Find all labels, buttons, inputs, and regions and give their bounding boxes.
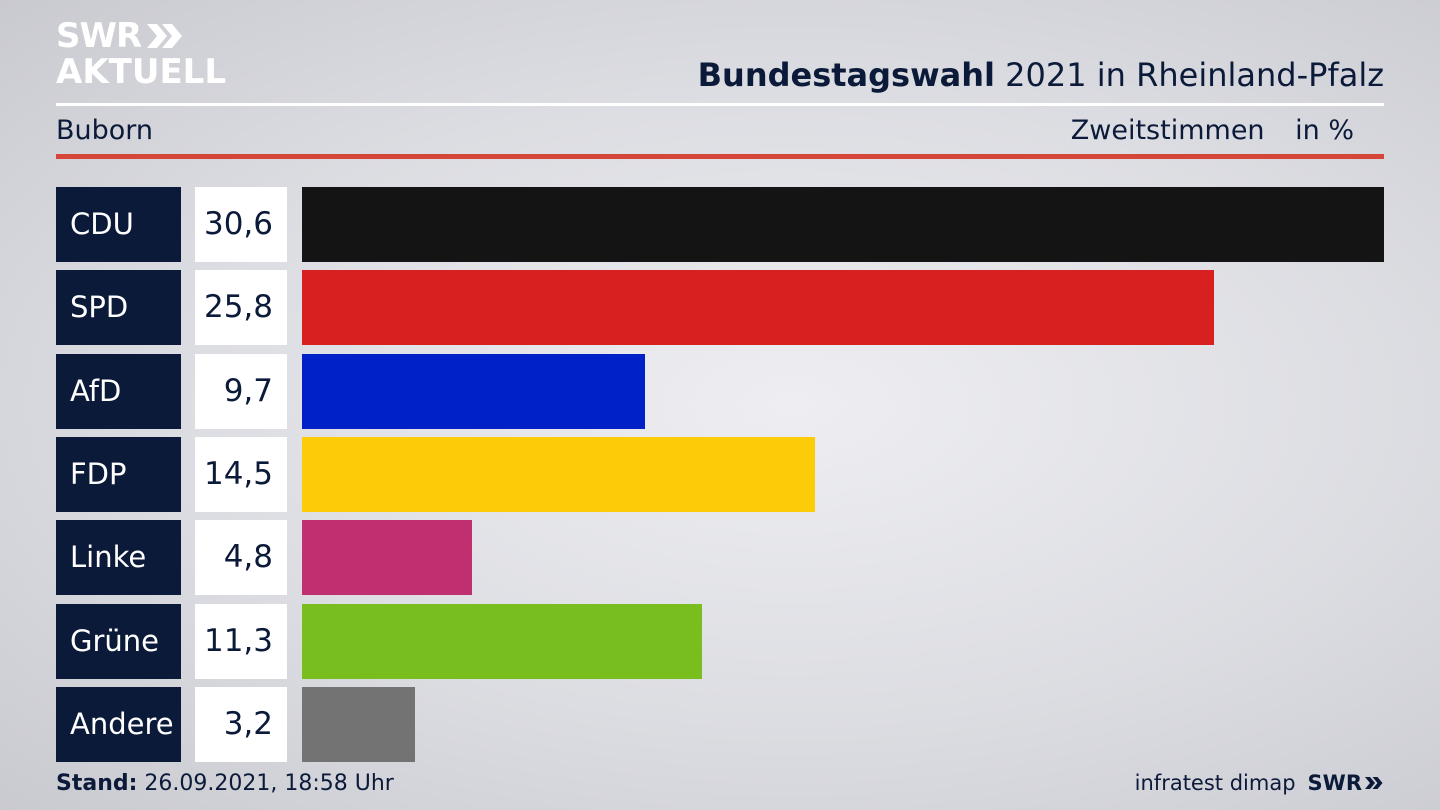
value-label: 14,5 [195,436,287,512]
chart-title-rest: 2021 in Rheinland-Pfalz [1005,56,1384,94]
party-label: Andere [56,686,181,762]
party-label: FDP [56,436,181,512]
party-label: AfD [56,353,181,429]
subheader-divider [56,154,1384,159]
bar [302,436,815,512]
place-name: Buborn [56,115,154,146]
logo-line-2: AKTUELL [56,52,227,92]
bar [302,270,1215,346]
bar [302,520,472,596]
metric-label: Zweitstimmen in % [1071,115,1354,146]
source-credit: infratest dimap SWR [1135,771,1384,795]
bar [302,686,416,762]
value-label: 30,6 [195,187,287,262]
metric-unit: in % [1295,115,1354,146]
bar [302,353,645,429]
party-label: SPD [56,270,181,346]
swr-aktuell-logo: SWR AKTUELL [56,18,226,90]
value-label: 25,8 [195,270,287,346]
timestamp-label: Stand: [56,771,138,796]
chart-title: Bundestagswahl 2021 in Rheinland-Pfalz [698,56,1384,94]
value-label: 3,2 [195,686,287,762]
double-chevron-icon [1365,777,1383,789]
logo-line-1: SWR [56,16,142,56]
bar [302,603,702,679]
party-label: CDU [56,187,181,262]
bar [302,187,1384,262]
party-label: Grüne [56,603,181,679]
chart-title-bold: Bundestagswahl [697,56,995,94]
double-chevron-icon [147,24,183,48]
value-label: 4,8 [195,520,287,596]
header-divider [56,103,1384,106]
party-label: Linke [56,520,181,596]
metric-name: Zweitstimmen [1070,115,1265,146]
source-name: infratest dimap [1134,771,1296,795]
timestamp: Stand: 26.09.2021, 18:58 Uhr [56,771,394,796]
timestamp-value: 26.09.2021, 18:58 Uhr [144,771,394,796]
value-label: 11,3 [195,603,287,679]
swr-footer-logo: SWR [1308,771,1384,795]
value-label: 9,7 [195,353,287,429]
swr-footer-logo-text: SWR [1307,771,1362,795]
